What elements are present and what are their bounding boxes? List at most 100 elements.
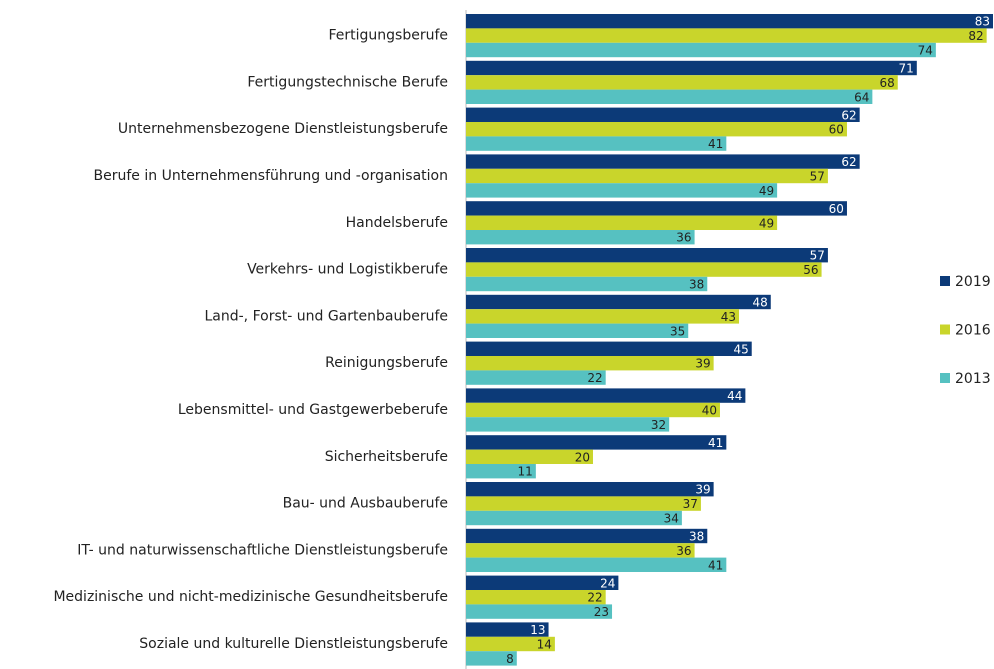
bar <box>466 230 695 245</box>
value-label: 20 <box>575 450 590 464</box>
category-label: Fertigungsberufe <box>328 28 448 44</box>
legend-swatch <box>940 373 950 383</box>
bar <box>466 575 619 590</box>
bar <box>466 75 898 90</box>
value-label: 48 <box>752 296 767 310</box>
value-label: 41 <box>708 436 723 450</box>
category-label: Lebensmittel- und Gastgewerbeberufe <box>178 402 448 418</box>
bar <box>466 14 993 29</box>
value-label: 8 <box>506 652 514 666</box>
bar <box>466 482 714 497</box>
value-label: 22 <box>587 591 602 605</box>
value-label: 38 <box>689 278 704 292</box>
value-label: 56 <box>803 263 818 277</box>
bar <box>466 276 708 292</box>
value-label: 49 <box>759 184 774 198</box>
value-label: 83 <box>975 15 990 29</box>
value-label: 62 <box>841 108 856 122</box>
category-label: Bau- und Ausbauberufe <box>283 496 448 512</box>
value-label: 37 <box>683 497 698 511</box>
category-label: Reinigungsberufe <box>325 355 448 371</box>
bar <box>466 356 714 371</box>
value-label: 41 <box>708 137 723 151</box>
legend-label: 2019 <box>955 274 991 290</box>
value-label: 74 <box>918 44 933 58</box>
bar <box>466 60 917 76</box>
bar <box>466 168 828 184</box>
bar <box>466 201 847 216</box>
bar <box>466 449 593 464</box>
bar <box>466 294 771 310</box>
legend-label: 2016 <box>955 323 991 339</box>
value-label: 36 <box>676 231 691 245</box>
bar <box>466 248 828 263</box>
value-label: 43 <box>721 310 736 324</box>
value-label: 64 <box>854 90 869 104</box>
value-label: 41 <box>708 558 723 572</box>
category-label: Berufe in Unternehmensführung und -organ… <box>94 168 448 184</box>
category-label: Land-, Forst- und Gartenbauberufe <box>204 308 448 324</box>
value-label: 57 <box>810 249 825 263</box>
category-label: IT- und naturwissenschaftliche Dienstlei… <box>77 542 448 558</box>
value-label: 39 <box>695 357 710 371</box>
value-label: 62 <box>841 155 856 169</box>
bar <box>466 651 517 666</box>
bar <box>466 543 695 558</box>
value-label: 57 <box>810 170 825 184</box>
bar <box>466 402 720 418</box>
value-label: 40 <box>702 404 717 418</box>
bar <box>466 107 860 122</box>
bar <box>466 510 682 526</box>
bar <box>466 42 936 58</box>
value-label: 39 <box>695 483 710 497</box>
value-label: 36 <box>676 544 691 558</box>
bar <box>466 262 822 277</box>
value-label: 45 <box>733 342 748 356</box>
value-label: 38 <box>689 530 704 544</box>
bar <box>466 89 873 104</box>
bar <box>466 622 549 637</box>
value-label: 11 <box>518 465 533 479</box>
category-label: Soziale und kulturelle Dienstleistungsbe… <box>139 636 448 652</box>
value-label: 34 <box>664 512 679 526</box>
category-label: Handelsberufe <box>346 215 448 231</box>
bar <box>466 215 778 230</box>
value-label: 60 <box>829 202 844 216</box>
category-label: Fertigungstechnische Berufe <box>247 74 448 90</box>
bar <box>466 417 670 432</box>
bar <box>466 496 701 511</box>
value-label: 32 <box>651 418 666 432</box>
category-label: Sicherheitsberufe <box>325 449 448 465</box>
bar <box>466 604 613 619</box>
bar <box>466 341 752 356</box>
value-label: 35 <box>670 324 685 338</box>
bar <box>466 388 746 403</box>
value-label: 49 <box>759 216 774 230</box>
bar <box>466 590 606 605</box>
value-label: 24 <box>600 576 615 590</box>
bar <box>466 183 778 198</box>
value-label: 68 <box>879 76 894 90</box>
bar <box>466 557 727 572</box>
bar <box>466 136 727 151</box>
value-label: 71 <box>899 62 914 76</box>
category-label: Medizinische und nicht-medizinische Gesu… <box>53 589 448 605</box>
bar <box>466 28 987 43</box>
value-label: 22 <box>587 371 602 385</box>
bar <box>466 323 689 338</box>
value-label: 14 <box>537 638 552 652</box>
bar <box>466 528 708 544</box>
value-label: 13 <box>530 623 545 637</box>
bar <box>466 636 555 652</box>
bar <box>466 435 727 450</box>
value-label: 82 <box>968 29 983 43</box>
legend-swatch <box>940 324 950 335</box>
value-label: 60 <box>829 123 844 137</box>
bar <box>466 122 847 137</box>
value-label: 44 <box>727 389 742 403</box>
bar <box>466 154 860 169</box>
bar <box>466 309 740 324</box>
legend-swatch <box>940 276 950 286</box>
